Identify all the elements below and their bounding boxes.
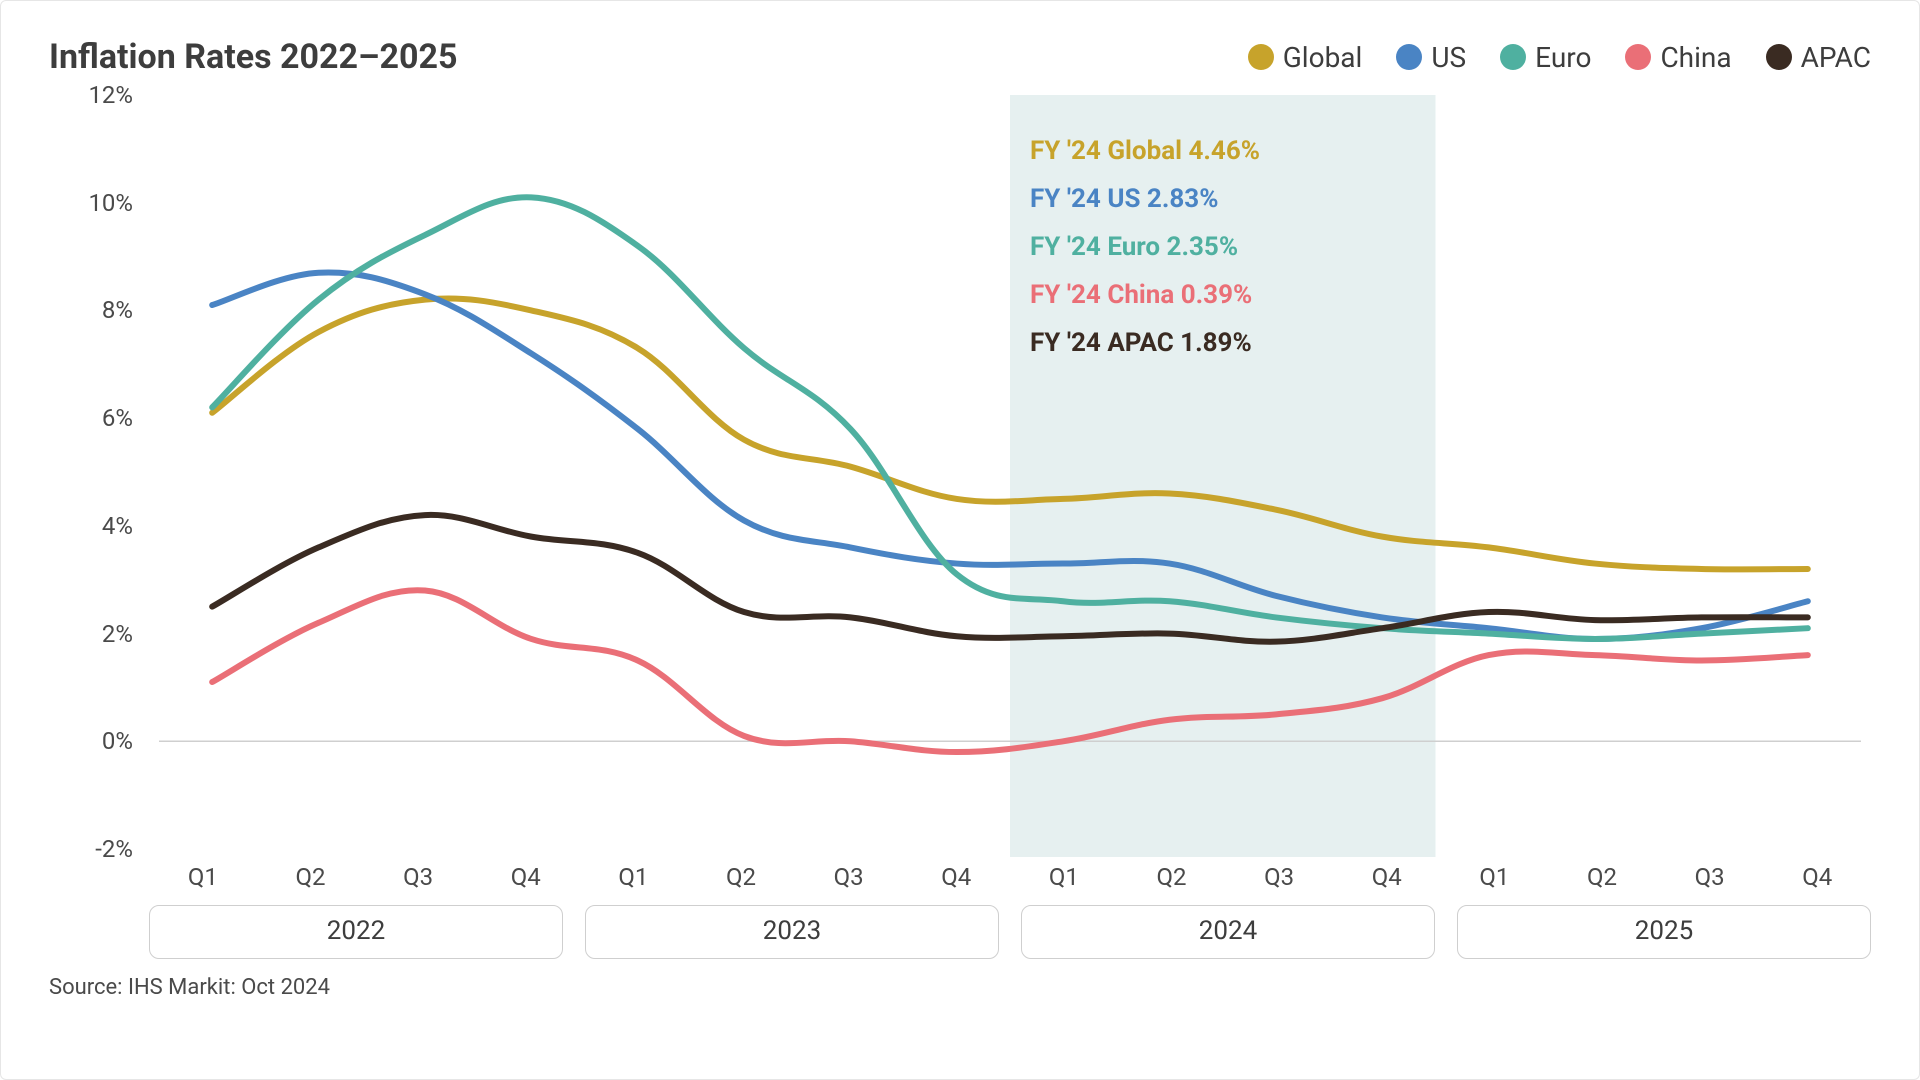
x-tick-label: Q2 bbox=[1548, 863, 1656, 891]
chart-title: Inflation Rates 2022–2025 bbox=[49, 37, 457, 77]
x-tick-label: Q2 bbox=[1118, 863, 1226, 891]
legend-swatch-icon bbox=[1500, 44, 1526, 70]
year-box: 2023 bbox=[585, 905, 999, 959]
legend-item[interactable]: China bbox=[1625, 41, 1731, 74]
legend-item[interactable]: APAC bbox=[1766, 41, 1871, 74]
legend-swatch-icon bbox=[1625, 44, 1651, 70]
year-box: 2025 bbox=[1457, 905, 1871, 959]
y-axis-labels: -2%0%2%4%6%8%10%12% bbox=[49, 87, 139, 857]
x-tick-label: Q1 bbox=[1441, 863, 1549, 891]
year-box: 2022 bbox=[149, 905, 563, 959]
chart-legend: Global US Euro China APAC bbox=[1248, 41, 1871, 74]
fy24-annotation: FY '24 Euro 2.35% bbox=[1030, 232, 1238, 262]
fy24-annotation: FY '24 Global 4.46% bbox=[1030, 136, 1260, 166]
x-axis: Q1Q2Q3Q4Q1Q2Q3Q4Q1Q2Q3Q4Q1Q2Q3Q4 2022202… bbox=[149, 863, 1871, 959]
y-tick-label: 2% bbox=[102, 620, 133, 648]
legend-swatch-icon bbox=[1396, 44, 1422, 70]
fy24-annotation: FY '24 APAC 1.89% bbox=[1030, 328, 1252, 358]
legend-swatch-icon bbox=[1248, 44, 1274, 70]
x-tick-label: Q2 bbox=[257, 863, 365, 891]
y-tick-label: 4% bbox=[102, 512, 133, 540]
x-tick-label: Q2 bbox=[687, 863, 795, 891]
x-tick-label: Q4 bbox=[902, 863, 1010, 891]
x-tick-label: Q4 bbox=[1333, 863, 1441, 891]
y-tick-label: 0% bbox=[102, 727, 133, 755]
x-tick-label: Q3 bbox=[1656, 863, 1764, 891]
x-tick-label: Q3 bbox=[795, 863, 903, 891]
y-tick-label: -2% bbox=[95, 835, 133, 863]
fy24-annotation: FY '24 China 0.39% bbox=[1030, 280, 1252, 310]
legend-label: Global bbox=[1283, 41, 1363, 74]
plot-area: -2%0%2%4%6%8%10%12% FY '24 Global 4.46%F… bbox=[49, 87, 1871, 857]
y-tick-label: 8% bbox=[102, 296, 133, 324]
x-tick-label: Q1 bbox=[1010, 863, 1118, 891]
legend-label: APAC bbox=[1801, 41, 1871, 74]
y-tick-label: 10% bbox=[88, 189, 133, 217]
x-tick-label: Q1 bbox=[580, 863, 688, 891]
legend-item[interactable]: US bbox=[1396, 41, 1466, 74]
x-tick-label: Q4 bbox=[1763, 863, 1871, 891]
chart-header: Inflation Rates 2022–2025 Global US Euro Ch… bbox=[49, 37, 1871, 77]
year-box: 2024 bbox=[1021, 905, 1435, 959]
fy24-annotation: FY '24 US 2.83% bbox=[1030, 184, 1218, 214]
y-tick-label: 6% bbox=[102, 404, 133, 432]
x-tick-label: Q1 bbox=[149, 863, 257, 891]
legend-label: Euro bbox=[1535, 41, 1591, 74]
legend-item[interactable]: Global bbox=[1248, 41, 1363, 74]
x-tick-label: Q3 bbox=[1225, 863, 1333, 891]
y-tick-label: 12% bbox=[88, 81, 133, 109]
chart-svg: FY '24 Global 4.46% FY '24 US 2.83% FY '24… bbox=[149, 87, 1871, 857]
chart-container: Inflation Rates 2022–2025 Global US Euro Ch… bbox=[0, 0, 1920, 1080]
legend-label: US bbox=[1431, 41, 1466, 74]
legend-label: China bbox=[1660, 41, 1731, 74]
x-axis-years: 2022 2023 2024 2025 bbox=[149, 905, 1871, 959]
legend-swatch-icon bbox=[1766, 44, 1792, 70]
x-tick-label: Q3 bbox=[364, 863, 472, 891]
x-axis-quarters: Q1Q2Q3Q4Q1Q2Q3Q4Q1Q2Q3Q4Q1Q2Q3Q4 bbox=[149, 863, 1871, 891]
legend-item[interactable]: Euro bbox=[1500, 41, 1591, 74]
x-tick-label: Q4 bbox=[472, 863, 580, 891]
chart-source: Source: IHS Markit: Oct 2024 bbox=[49, 975, 1871, 1000]
